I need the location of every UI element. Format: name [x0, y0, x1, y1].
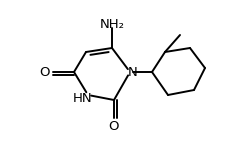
Text: O: O: [108, 120, 119, 133]
Text: NH₂: NH₂: [99, 18, 124, 31]
Text: N: N: [128, 66, 137, 78]
Text: O: O: [40, 66, 50, 78]
Text: HN: HN: [73, 93, 92, 106]
